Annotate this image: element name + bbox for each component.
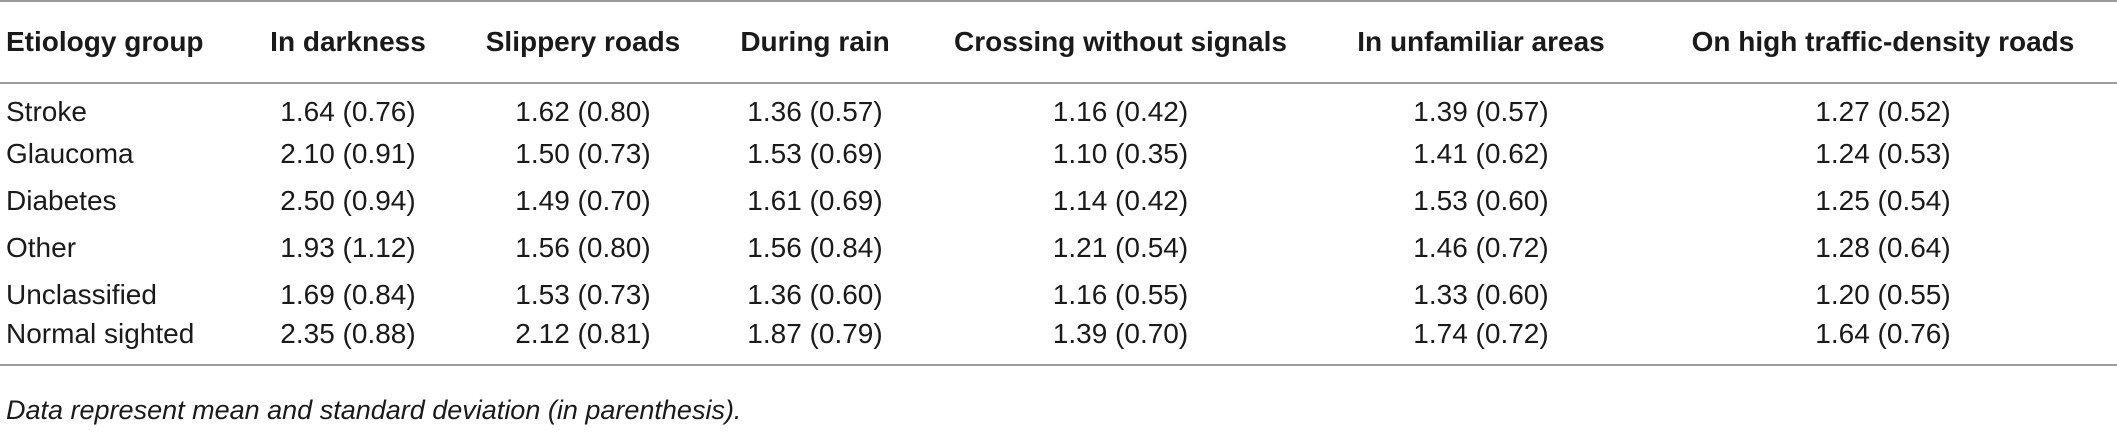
table-cell: 1.61 (0.69) — [747, 184, 883, 216]
table-cell: 1.24 (0.53) — [1815, 137, 1951, 169]
header-in-darkness: In darkness — [232, 0, 464, 84]
header-in-unfamiliar-areas: In unfamiliar areas — [1313, 0, 1649, 84]
table-cell: 1.21 (0.54) — [1052, 231, 1189, 263]
table-cell: 1.74 (0.72) — [1313, 318, 1649, 366]
table-cell: 1.93 (1.12) — [280, 231, 416, 263]
table-cell: 1.53 (0.73) — [515, 278, 651, 310]
table-row: Unclassified 1.69 (0.84) 1.53 (0.73) 1.3… — [0, 271, 2117, 318]
table-cell: 2.12 (0.81) — [464, 318, 702, 366]
table-cell: 1.64 (0.76) — [280, 96, 416, 127]
table-cell: 1.25 (0.54) — [1815, 184, 1951, 216]
table-row: Normal sighted 2.35 (0.88) 2.12 (0.81) 1… — [0, 318, 2117, 366]
row-label: Stroke — [6, 96, 87, 127]
table-row: Glaucoma 2.10 (0.91) 1.50 (0.73) 1.53 (0… — [0, 130, 2117, 177]
table-body: Stroke 1.64 (0.76) 1.62 (0.80) 1.36 (0.5… — [0, 83, 2117, 366]
table-cell: 1.56 (0.84) — [747, 231, 883, 263]
table-cell: 1.39 (0.57) — [1413, 96, 1549, 127]
table-cell: 2.35 (0.88) — [232, 318, 464, 366]
table-cell: 1.20 (0.55) — [1815, 278, 1951, 310]
table-cell: 1.39 (0.70) — [928, 318, 1313, 366]
table-cell: 1.49 (0.70) — [515, 184, 651, 216]
etiology-driving-difficulty-table: Etiology group In darkness Slippery road… — [0, 0, 2117, 366]
data-table-container: Etiology group In darkness Slippery road… — [0, 0, 2117, 366]
table-cell: 1.62 (0.80) — [515, 96, 651, 127]
table-cell: 1.50 (0.73) — [515, 137, 651, 169]
table-cell: 1.36 (0.57) — [747, 96, 883, 127]
header-crossing-without-signals: Crossing without signals — [928, 0, 1313, 84]
table-cell: 1.53 (0.60) — [1413, 184, 1549, 216]
table-row: Diabetes 2.50 (0.94) 1.49 (0.70) 1.61 (0… — [0, 177, 2117, 224]
table-cell: 1.16 (0.55) — [1052, 278, 1189, 310]
row-label: Diabetes — [6, 184, 117, 216]
header-row: Etiology group In darkness Slippery road… — [0, 0, 2117, 84]
table-cell: 1.10 (0.35) — [1052, 137, 1189, 169]
table-cell: 1.33 (0.60) — [1413, 278, 1549, 310]
table-cell: 1.53 (0.69) — [747, 137, 883, 169]
row-label: Unclassified — [6, 278, 157, 310]
row-label: Normal sighted — [0, 318, 232, 366]
table-cell: 1.46 (0.72) — [1413, 231, 1549, 263]
table-cell: 1.36 (0.60) — [747, 278, 883, 310]
row-label: Glaucoma — [6, 137, 134, 169]
table-cell: 1.28 (0.64) — [1815, 231, 1951, 263]
table-cell: 2.50 (0.94) — [280, 184, 416, 216]
table-cell: 1.87 (0.79) — [702, 318, 928, 366]
table-row: Stroke 1.64 (0.76) 1.62 (0.80) 1.36 (0.5… — [0, 83, 2117, 130]
table-cell: 2.10 (0.91) — [280, 137, 416, 169]
table-cell: 1.16 (0.42) — [1052, 96, 1189, 127]
header-slippery-roads: Slippery roads — [464, 0, 702, 84]
header-during-rain: During rain — [702, 0, 928, 84]
table-cell: 1.14 (0.42) — [1052, 184, 1189, 216]
table-cell: 1.64 (0.76) — [1649, 318, 2117, 366]
table-cell: 1.69 (0.84) — [280, 278, 416, 310]
table-cell: 1.41 (0.62) — [1413, 137, 1549, 169]
table-footnote: Data represent mean and standard deviati… — [6, 395, 742, 425]
table-row: Other 1.93 (1.12) 1.56 (0.80) 1.56 (0.84… — [0, 224, 2117, 271]
header-etiology-group: Etiology group — [0, 0, 232, 84]
table-header: Etiology group In darkness Slippery road… — [0, 0, 2117, 84]
table-cell: 1.56 (0.80) — [515, 231, 651, 263]
table-cell: 1.27 (0.52) — [1815, 96, 1951, 127]
header-high-traffic-density-roads: On high traffic-density roads — [1649, 0, 2117, 84]
row-label: Other — [6, 231, 77, 263]
